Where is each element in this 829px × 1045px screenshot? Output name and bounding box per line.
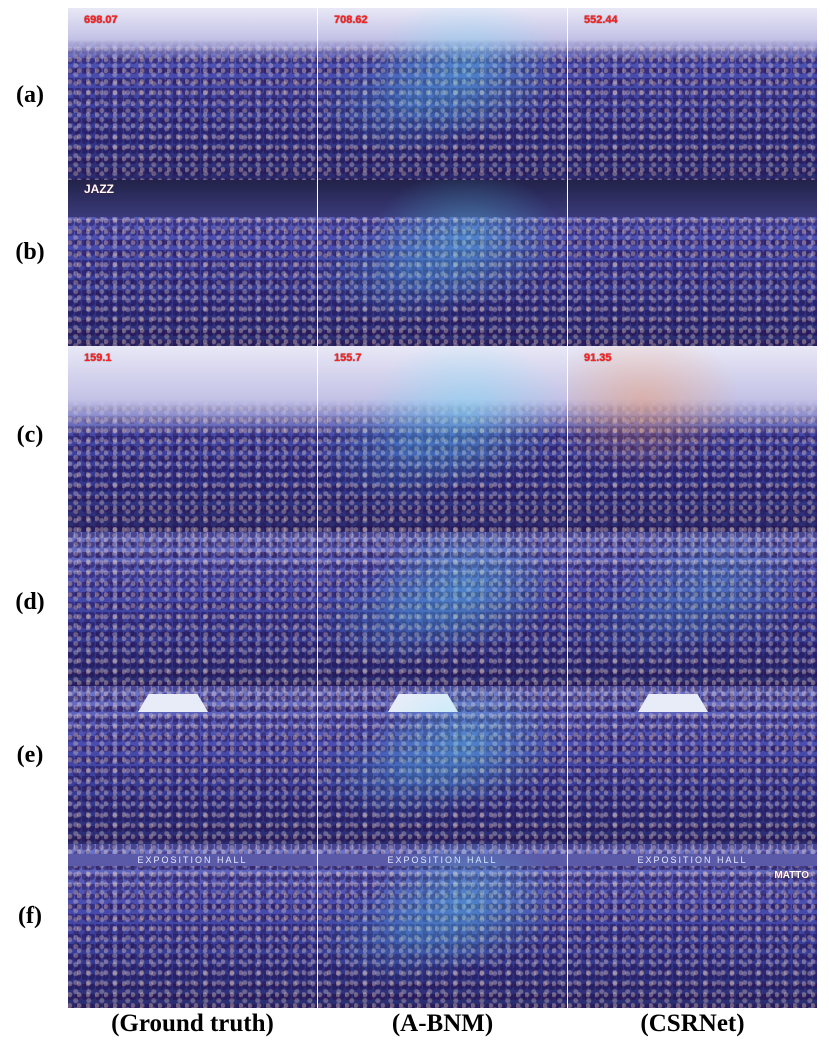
panel-a-abnm: 708.62 [318,8,567,180]
panel-e-csrnet [568,686,817,844]
col-label-ground-truth: (Ground truth) [111,1010,274,1037]
row-label-a: (a) [16,82,44,108]
panel-b-ground-truth: JAZZ [68,180,317,346]
jazz-sign: JAZZ [84,182,114,196]
row-label-d: (d) [15,589,45,615]
panel-a-csrnet: 552.44 [568,8,817,180]
row-label-b: (b) [15,239,45,265]
panel-c-ground-truth: 159.1 [68,346,317,532]
panel-d-abnm [318,532,567,686]
col-label-csrnet: (CSRNet) [640,1010,745,1037]
count-a-abnm: 708.62 [334,14,368,26]
matto-sign: MATTO [774,870,809,881]
row-label-c: (c) [16,422,44,448]
panel-c-csrnet: 91.35 [568,346,817,532]
row-label-f: (f) [18,903,42,929]
panel-b-csrnet [568,180,817,346]
panel-b-abnm [318,180,567,346]
panel-c-abnm: 155.7 [318,346,567,532]
exposition-hall-sign: EXPOSITION HALL [68,854,317,866]
panel-f-csrnet: EXPOSITION HALL MATTO [568,844,817,1008]
count-a-ground-truth: 698.07 [84,14,118,26]
row-label-e: (e) [16,742,44,768]
panel-e-abnm [318,686,567,844]
count-c-abnm: 155.7 [334,352,362,364]
count-c-ground-truth: 159.1 [84,352,112,364]
panel-e-ground-truth [68,686,317,844]
count-a-csrnet: 552.44 [584,14,618,26]
panel-a-ground-truth: 698.07 [68,8,317,180]
panel-d-ground-truth [68,532,317,686]
panel-f-abnm: EXPOSITION HALL [318,844,567,1008]
count-c-csrnet: 91.35 [584,352,612,364]
exposition-hall-sign: EXPOSITION HALL [568,854,817,866]
col-label-abnm: (A-BNM) [391,1010,494,1037]
panel-f-ground-truth: EXPOSITION HALL [68,844,317,1008]
exposition-hall-sign: EXPOSITION HALL [318,854,567,866]
panel-d-csrnet [568,532,817,686]
